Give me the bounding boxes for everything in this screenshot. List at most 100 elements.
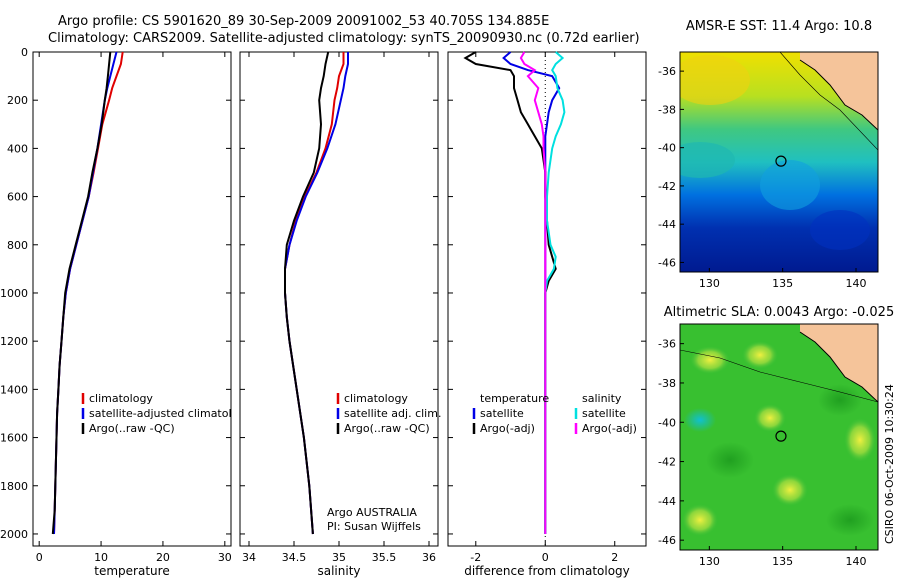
sst-map-frame bbox=[679, 51, 879, 273]
y-tick-label: 1200 bbox=[0, 335, 28, 348]
x-tick-label: 34 bbox=[242, 551, 256, 564]
series-line-argo-raw-qc bbox=[284, 51, 330, 535]
sst-coastline bbox=[799, 59, 878, 131]
map-y-tick-label: -40 bbox=[658, 416, 676, 429]
x-tick-label: 35 bbox=[332, 551, 346, 564]
map-y-tick-label: -36 bbox=[658, 65, 676, 78]
annotation-text: Argo AUSTRALIA bbox=[327, 506, 417, 519]
sst-contour bbox=[779, 52, 878, 151]
salinity-legend: climatology satellite adj. clim. Argo(..ra… bbox=[336, 392, 441, 435]
sla-map-frame bbox=[679, 323, 879, 551]
y-tick-label: 400 bbox=[7, 142, 28, 155]
y-tick-label: 1400 bbox=[0, 383, 28, 396]
map-y-tick-label: -44 bbox=[658, 495, 676, 508]
sla-blob bbox=[754, 404, 786, 432]
x-axis-label: difference from climatology bbox=[464, 564, 630, 578]
sla-contour bbox=[680, 349, 878, 403]
sla-land bbox=[800, 324, 878, 402]
plot-frame bbox=[447, 51, 647, 547]
sla-blob bbox=[684, 408, 716, 432]
difference-legend: temperature salinity satellite Argo(-adj) sa… bbox=[472, 392, 637, 435]
sla-blob bbox=[826, 504, 874, 536]
legend-label: satellite bbox=[480, 407, 524, 420]
footer-stamp: CSIRO 06-Oct-2009 10:30:24 bbox=[883, 384, 896, 544]
sla-blob bbox=[682, 504, 718, 536]
sla-map-title: Altimetric SLA: 0.0043 Argo: -0.025 bbox=[664, 305, 894, 320]
x-axis-label: salinity bbox=[317, 564, 360, 578]
y-tick-label: 2000 bbox=[0, 528, 28, 541]
legend-label: satellite bbox=[582, 407, 626, 420]
salinity-plot: 34 34.5 35 35.5 36 salinity climatology satelli… bbox=[239, 51, 441, 578]
map-x-tick-label: 130 bbox=[699, 555, 720, 568]
legend-label: satellite-adjusted climatology bbox=[89, 407, 252, 420]
series-line-argo-raw-qc bbox=[51, 51, 112, 535]
x-tick-label: 10 bbox=[94, 551, 108, 564]
sla-blob bbox=[742, 341, 778, 369]
sla-blob bbox=[772, 474, 808, 506]
x-tick-label: 0 bbox=[542, 551, 549, 564]
map-x-tick-label: 130 bbox=[699, 277, 720, 290]
x-tick-label: 35.5 bbox=[372, 551, 397, 564]
map-y-tick-label: -46 bbox=[658, 256, 676, 269]
x-tick-label: 2 bbox=[611, 551, 618, 564]
sst-warm-patch bbox=[680, 55, 750, 105]
series-line-argo-adj bbox=[519, 51, 547, 534]
float-position-marker bbox=[775, 430, 787, 442]
y-tick-label: 1000 bbox=[0, 287, 28, 300]
figure-title-line2: Climatology: CARS2009. Satellite-adjuste… bbox=[48, 31, 640, 46]
temperature-legend: climatology satellite-adjusted climatolog… bbox=[81, 392, 252, 435]
sst-land bbox=[800, 52, 878, 130]
y-tick-label: 1800 bbox=[0, 480, 28, 493]
x-tick-label: 0 bbox=[36, 551, 43, 564]
legend-label: Argo(..raw -QC) bbox=[89, 422, 175, 435]
sla-coastline bbox=[799, 331, 878, 403]
map-y-tick-label: -46 bbox=[658, 534, 676, 547]
y-tick-label: 600 bbox=[7, 191, 28, 204]
map-y-tick-label: -38 bbox=[658, 103, 676, 116]
x-tick-label: 20 bbox=[156, 551, 170, 564]
legend-label: satellite adj. clim. bbox=[344, 407, 441, 420]
x-tick-label: 36 bbox=[422, 551, 436, 564]
x-tick-label: 34.5 bbox=[282, 551, 307, 564]
temperature-plot: 0 10 20 30 0 200 400 600 800 1000 1200 1400 1600 1800… bbox=[0, 46, 252, 578]
map-y-tick-label: -40 bbox=[658, 142, 676, 155]
map-x-tick-label: 135 bbox=[772, 277, 793, 290]
sst-patch bbox=[810, 210, 870, 250]
legend-label: Argo(..raw -QC) bbox=[344, 422, 430, 435]
y-tick-label: 1600 bbox=[0, 432, 28, 445]
map-x-tick-label: 140 bbox=[846, 555, 867, 568]
legend-label: climatology bbox=[344, 392, 408, 405]
sla-map: Altimetric SLA: 0.0043 Argo: -0.025 130 1… bbox=[658, 305, 894, 568]
map-y-tick-label: -38 bbox=[658, 377, 676, 390]
map-x-tick-label: 140 bbox=[846, 277, 867, 290]
plot-frame bbox=[239, 51, 439, 547]
legend-heading: temperature bbox=[480, 392, 549, 405]
y-tick-label: 200 bbox=[7, 94, 28, 107]
x-tick-label: 30 bbox=[218, 551, 232, 564]
legend-label: climatology bbox=[89, 392, 153, 405]
legend-label: Argo(-adj) bbox=[480, 422, 535, 435]
legend-label: Argo(-adj) bbox=[582, 422, 637, 435]
x-axis-label: temperature bbox=[94, 564, 169, 578]
sst-patch bbox=[760, 160, 820, 210]
annotation-text: PI: Susan Wijffels bbox=[327, 520, 421, 533]
sst-map-title: AMSR-E SST: 11.4 Argo: 10.8 bbox=[686, 19, 872, 34]
sla-blob bbox=[690, 346, 730, 374]
map-y-tick-label: -42 bbox=[658, 456, 676, 469]
map-y-tick-label: -44 bbox=[658, 218, 676, 231]
legend-heading: salinity bbox=[582, 392, 622, 405]
sst-patch bbox=[680, 142, 735, 178]
plot-frame bbox=[32, 51, 232, 547]
figure-title-line1: Argo profile: CS 5901620_89 30-Sep-2009 … bbox=[58, 14, 549, 29]
y-tick-label: 0 bbox=[21, 46, 28, 59]
map-x-tick-label: 135 bbox=[772, 555, 793, 568]
sst-map: AMSR-E SST: 11.4 Argo: 10.8 130 135 140 -36… bbox=[658, 19, 879, 290]
sla-blob bbox=[818, 384, 862, 416]
float-position-marker bbox=[775, 155, 787, 167]
sla-blob bbox=[706, 442, 754, 478]
y-tick-label: 800 bbox=[7, 239, 28, 252]
x-tick-label: -2 bbox=[470, 551, 481, 564]
map-y-tick-label: -42 bbox=[658, 180, 676, 193]
